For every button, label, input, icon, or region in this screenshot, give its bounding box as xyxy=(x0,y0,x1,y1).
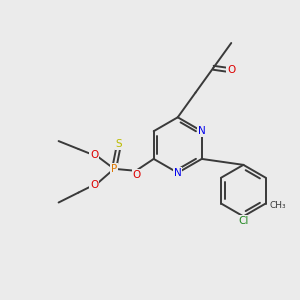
Text: O: O xyxy=(90,150,98,160)
Text: O: O xyxy=(90,180,98,190)
Text: Cl: Cl xyxy=(238,216,249,226)
Text: N: N xyxy=(198,126,206,136)
Text: CH₃: CH₃ xyxy=(269,201,286,210)
Text: S: S xyxy=(116,139,122,149)
Text: O: O xyxy=(133,170,141,180)
Text: O: O xyxy=(227,65,236,75)
Text: P: P xyxy=(111,164,117,174)
Text: N: N xyxy=(174,168,182,178)
